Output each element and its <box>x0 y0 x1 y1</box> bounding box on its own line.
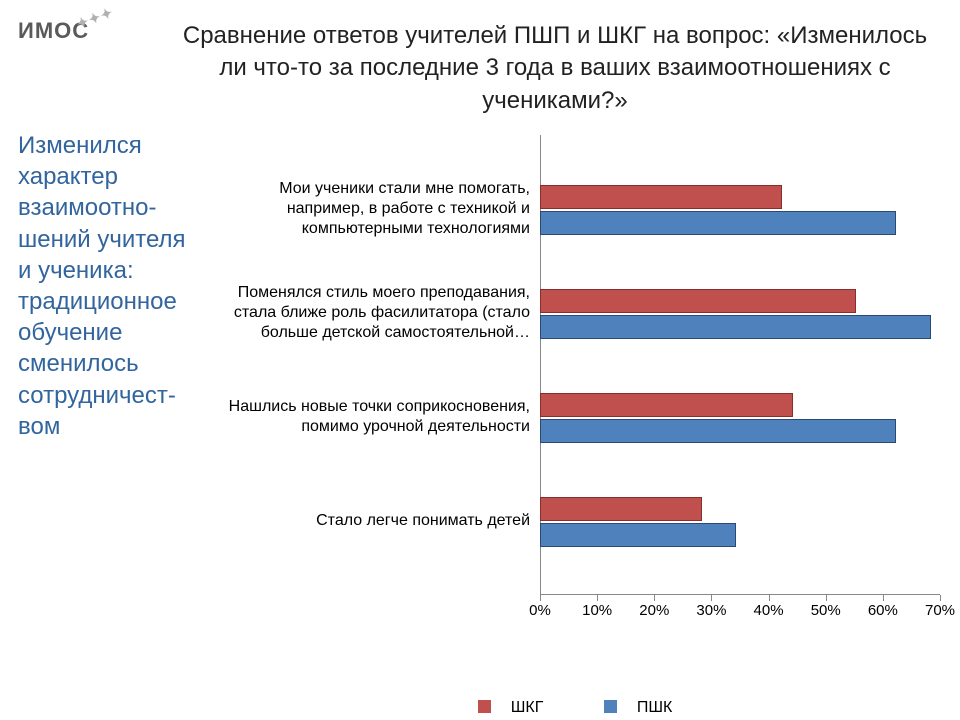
legend-item-pshk: ПШК <box>590 699 686 717</box>
x-tick-label: 70% <box>925 602 955 619</box>
x-tick-label: 0% <box>529 602 551 619</box>
chart-plot-area: 0%10%20%30%40%50%60%70% <box>540 135 940 595</box>
x-tick-label: 50% <box>811 602 841 619</box>
bar-shkg <box>540 289 856 313</box>
x-tick-label: 30% <box>696 602 726 619</box>
bar-pshk <box>540 211 896 235</box>
x-tick-label: 10% <box>582 602 612 619</box>
logo: ИМОС ✦✦✦ <box>18 18 89 44</box>
bar-pshk <box>540 315 931 339</box>
bar-shkg <box>540 185 782 209</box>
x-tick-label: 60% <box>868 602 898 619</box>
legend-label-pshk: ПШК <box>637 699 672 717</box>
category-label: Стало легче понимать детей <box>210 511 530 531</box>
category-label: Поменялся стиль моего преподавания, стал… <box>210 283 530 343</box>
bar-shkg <box>540 497 702 521</box>
legend-item-shkg: ШКГ <box>464 699 558 717</box>
legend-swatch-pshk <box>604 700 617 713</box>
legend-label-shkg: ШКГ <box>511 699 544 717</box>
x-tick-label: 20% <box>639 602 669 619</box>
category-label: Мои ученики стали мне помогать, например… <box>210 179 530 239</box>
bar-pshk <box>540 419 896 443</box>
bar-pshk <box>540 523 736 547</box>
logo-decoration: ✦✦✦ <box>74 4 116 33</box>
x-tick-label: 40% <box>754 602 784 619</box>
legend-swatch-shkg <box>478 700 491 713</box>
page-title: Сравнение ответов учителей ПШП и ШКГ на … <box>170 20 940 117</box>
chart-legend: ШКГ ПШК <box>210 699 940 717</box>
side-commentary: Изменился характер взаимоотно-шений учит… <box>18 130 198 442</box>
chart-container: 0%10%20%30%40%50%60%70% Мои ученики стал… <box>210 135 940 655</box>
category-label: Нашлись новые точки соприкосновения, пом… <box>210 397 530 437</box>
x-axis <box>540 594 940 595</box>
bar-shkg <box>540 393 793 417</box>
